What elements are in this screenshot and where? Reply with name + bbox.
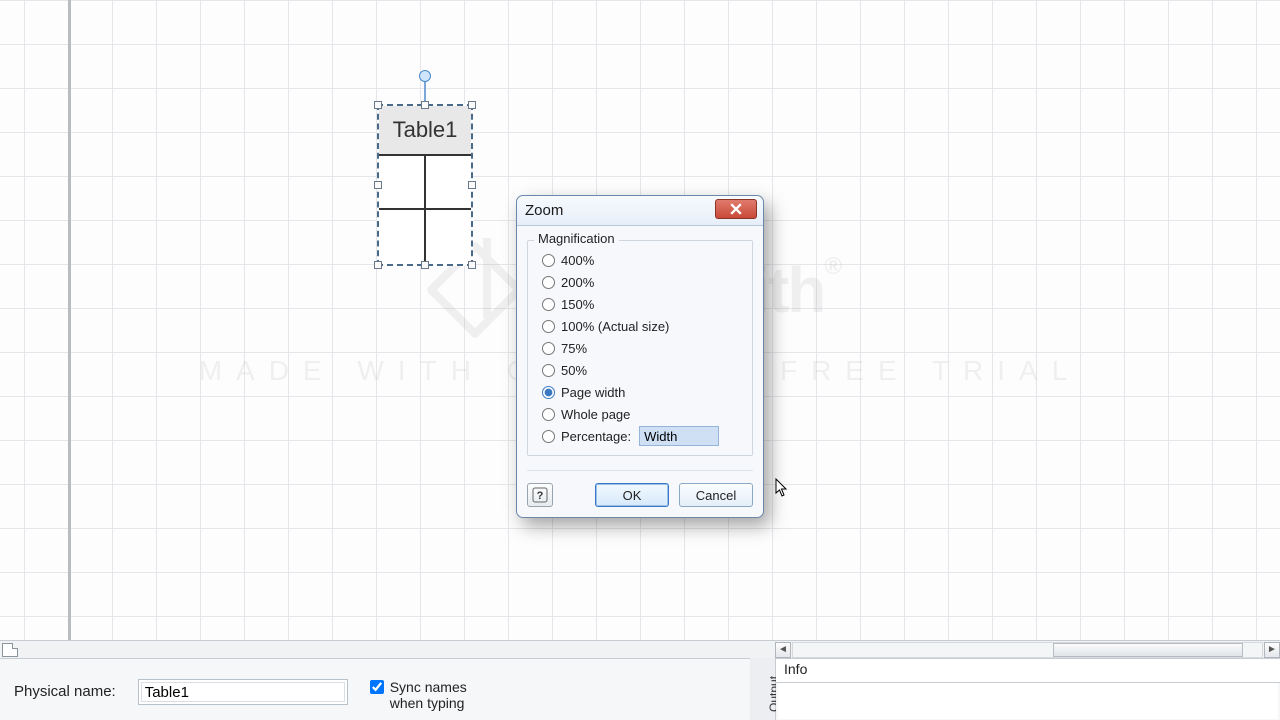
option-150-label: 150% (561, 297, 594, 312)
table-title: Table1 (379, 106, 471, 156)
scroll-left-button[interactable]: ◄ (775, 642, 791, 658)
option-200[interactable]: 200% (534, 271, 746, 293)
magnification-group: Magnification 400% 200% 150% 100% (Actua… (527, 240, 753, 456)
close-icon (730, 203, 742, 215)
close-button[interactable] (715, 199, 757, 219)
table-object[interactable]: Table1 (377, 104, 473, 266)
option-400[interactable]: 400% (534, 249, 746, 271)
canvas-hscroll[interactable] (0, 640, 775, 658)
scroll-right-button[interactable]: ► (1264, 642, 1280, 658)
option-100[interactable]: 100% (Actual size) (534, 315, 746, 337)
percentage-label: Percentage: (561, 429, 631, 444)
option-75[interactable]: 75% (534, 337, 746, 359)
option-page-width-label: Page width (561, 385, 625, 400)
resize-handle-tl[interactable] (374, 101, 382, 109)
dialog-title: Zoom (525, 202, 563, 219)
resize-handle-mr[interactable] (468, 181, 476, 189)
physical-name-label: Physical name: (14, 667, 116, 700)
sync-names-checkbox[interactable]: Sync names when typing (370, 667, 467, 711)
cancel-button[interactable]: Cancel (679, 483, 753, 507)
sync-label-2: when typing (390, 695, 465, 711)
option-100-label: 100% (Actual size) (561, 319, 669, 334)
dialog-titlebar[interactable]: Zoom (517, 196, 763, 226)
properties-panel: Physical name: Sync names when typing (0, 658, 750, 720)
info-panel: Info (776, 658, 1280, 720)
resize-handle-tr[interactable] (468, 101, 476, 109)
scroll-track[interactable] (792, 642, 1263, 658)
watermark-registered: ® (824, 253, 840, 280)
physical-name-input[interactable] (138, 679, 348, 705)
option-400-label: 400% (561, 253, 594, 268)
resize-handle-mt[interactable] (421, 101, 429, 109)
map-hscroll[interactable]: ◄ ► (775, 640, 1280, 658)
sync-label-1: Sync names (390, 679, 467, 695)
resize-handle-br[interactable] (468, 261, 476, 269)
option-whole-page[interactable]: Whole page (534, 403, 746, 425)
option-50-label: 50% (561, 363, 587, 378)
option-75-label: 75% (561, 341, 587, 356)
scroll-thumb[interactable] (1053, 643, 1243, 657)
sheet-icon[interactable] (2, 643, 18, 657)
option-200-label: 200% (561, 275, 594, 290)
output-panel-tab[interactable]: Output (748, 658, 776, 720)
rotation-handle[interactable] (419, 70, 431, 82)
percentage-input[interactable] (639, 426, 719, 446)
table-grid (379, 156, 471, 262)
option-150[interactable]: 150% (534, 293, 746, 315)
option-page-width[interactable]: Page width (534, 381, 746, 403)
mouse-cursor (775, 478, 789, 498)
page-edge (68, 0, 71, 640)
resize-handle-ml[interactable] (374, 181, 382, 189)
info-panel-body (778, 683, 1278, 719)
group-legend: Magnification (534, 231, 619, 246)
help-icon: ? (532, 487, 548, 503)
svg-text:?: ? (537, 490, 544, 502)
option-whole-page-label: Whole page (561, 407, 630, 422)
ok-button[interactable]: OK (595, 483, 669, 507)
help-button[interactable]: ? (527, 483, 553, 507)
info-panel-header[interactable]: Info (776, 659, 1280, 683)
resize-handle-bl[interactable] (374, 261, 382, 269)
zoom-dialog: Zoom Magnification 400% 200% 150% 100% (… (516, 195, 764, 518)
option-50[interactable]: 50% (534, 359, 746, 381)
resize-handle-mb[interactable] (421, 261, 429, 269)
option-percentage[interactable]: Percentage: (534, 425, 746, 447)
